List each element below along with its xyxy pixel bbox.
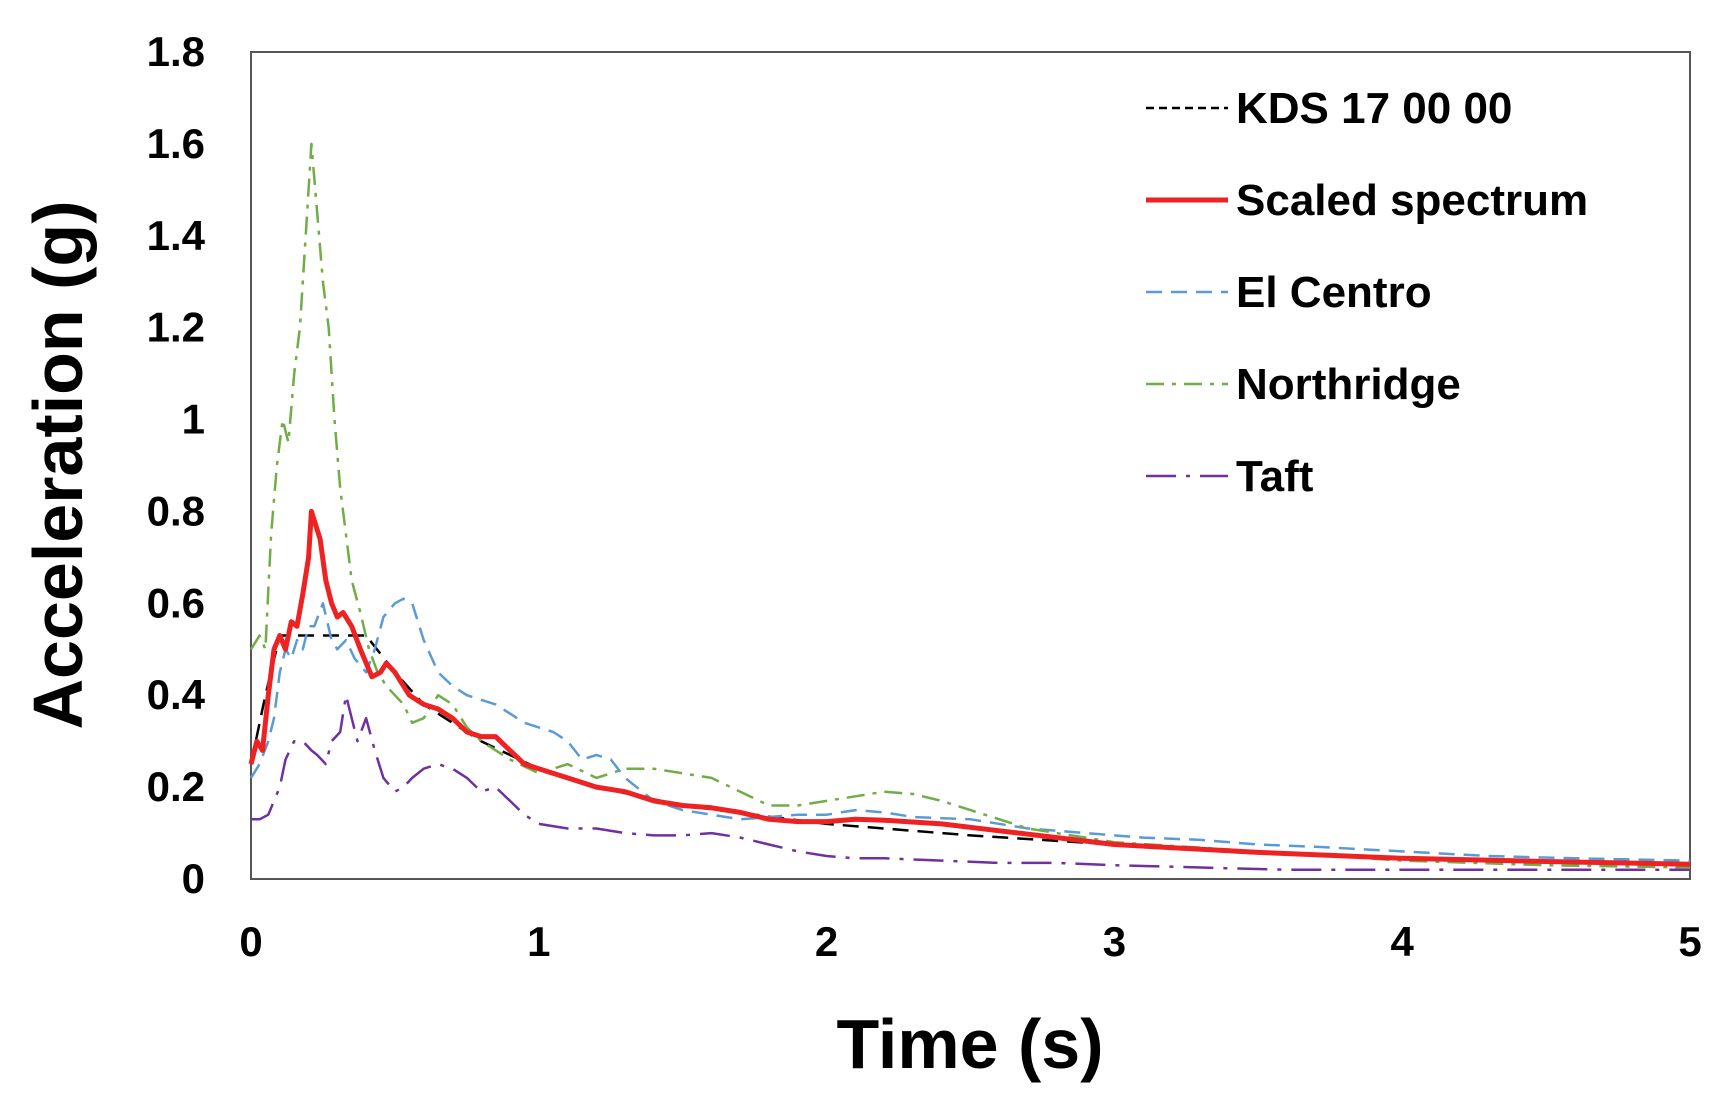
x-tick-label: 5 — [1678, 918, 1701, 965]
series-layer — [248, 142, 1691, 872]
y-tick-label: 1.8 — [147, 28, 205, 75]
series-line-taft — [251, 693, 1690, 872]
y-tick-label: 0.2 — [147, 763, 205, 810]
y-tick-label: 0 — [182, 855, 205, 902]
x-tick-label: 1 — [527, 918, 550, 965]
x-tick-label: 3 — [1103, 918, 1126, 965]
series-line-scaled-spectrum — [248, 508, 1691, 867]
x-tick-label: 4 — [1391, 918, 1415, 965]
legend-label-taft: Taft — [1236, 452, 1314, 501]
y-tick-label: 0.4 — [147, 671, 206, 718]
series-line-el-centro — [249, 597, 1691, 862]
legend-label-northridge: Northridge — [1236, 360, 1461, 409]
y-tick-label: 0.6 — [147, 579, 205, 626]
x-tick-label: 0 — [239, 918, 262, 965]
y-tick-label: 0.8 — [147, 487, 205, 534]
legend-label-kds-17-00-00: KDS 17 00 00 — [1236, 84, 1512, 133]
legend: KDS 17 00 00 Scaled spectrum El Centro Nort… — [1146, 84, 1588, 501]
y-tick-label: 1.6 — [147, 120, 205, 167]
x-axis-ticks: 0 1 2 3 4 5 — [239, 918, 1701, 965]
legend-label-scaled-spectrum: Scaled spectrum — [1236, 176, 1588, 225]
y-tick-label: 1.2 — [147, 304, 205, 351]
y-tick-label: 1 — [182, 396, 205, 443]
x-tick-label: 2 — [815, 918, 838, 965]
y-axis-title: Acceleration (g) — [19, 201, 97, 730]
legend-label-el-centro: El Centro — [1236, 268, 1432, 317]
x-axis-title: Time (s) — [836, 1005, 1103, 1083]
y-axis-ticks: 0 0.2 0.4 0.6 0.8 1 1.2 1.4 1.6 1.8 — [147, 28, 206, 902]
y-tick-label: 1.4 — [147, 212, 206, 259]
plot-area — [250, 51, 1691, 880]
